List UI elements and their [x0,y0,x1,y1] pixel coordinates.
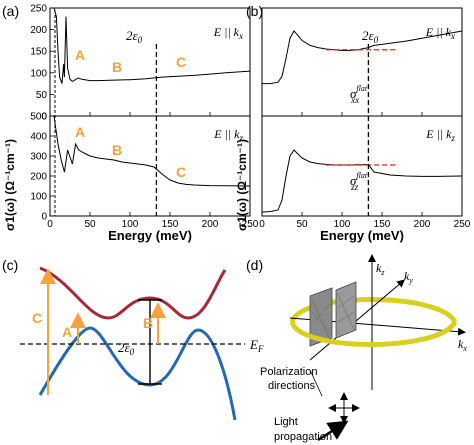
y-tick-label: 200 [30,25,47,36]
panel-a-xlabel: Energy (meV) [108,228,192,243]
sheet-hatching [311,293,355,341]
panel-b-ylabel: σ1(ω) (Ω⁻¹cm⁻¹) [235,139,249,231]
panel-b-bottom-frame [261,115,463,217]
panel-b-bottom-series [261,149,463,213]
axis-kx-label: kx [458,337,467,353]
panel-b-bottom-field: E || kz [425,127,455,143]
panel-c-label-B: B [143,315,153,331]
x-tick-label: 0 [259,219,265,230]
y-tick-label: 400 [30,132,47,143]
y-tick-label: 500 [30,112,47,123]
panel-b-top-series [262,30,463,85]
panel-a: (a) σ1(ω) (Ω⁻¹cm⁻¹) 0 50 100 150 200 250 0 50 1… [2,3,259,243]
axis-kz-label: kz [376,261,385,277]
panel-b-label: (b) [246,3,263,19]
y-tick-label: 50 [36,90,48,101]
x-tick-label: 150 [162,219,179,230]
panel-b: (b) σ1(ω) (Ω⁻¹cm⁻¹) 0 50 100 150 200 250 2ε0 … [235,3,471,243]
sample-sheet-2 [335,281,357,339]
x-tick-label: 50 [84,219,96,230]
x-tick-label: 250 [454,219,471,230]
y-tick-label: 300 [30,152,47,163]
panel-a-ylabel: σ1(ω) (Ω⁻¹cm⁻¹) [3,139,17,231]
x-tick-label: 150 [374,219,391,230]
polarization-leader [309,369,323,397]
x-tick-label: 0 [47,219,53,230]
y-tick-label: 150 [30,47,47,58]
panel-a-top-label-A: A [75,47,85,63]
panel-b-top-ticks [261,112,463,116]
x-tick-label: 250 [242,219,259,230]
y-tick-label: 250 [30,4,47,15]
gap-label: 2ε0 [118,340,135,357]
panel-a-label: (a) [2,3,19,19]
panel-c-label-A: A [62,324,72,340]
y-tick-label: 100 [30,68,47,79]
light-arrow [317,420,349,442]
x-tick-label: 200 [414,219,431,230]
x-tick-label: 100 [122,219,139,230]
conduction-band [39,266,227,320]
panel-b-bottom-ticks: 0 50 100 150 200 250 [259,212,471,230]
nodal-ring-back [289,297,458,324]
panel-a-top-field: E || kx [213,25,243,41]
panel-b-top-field: E || kx [425,25,455,41]
axis-ky-label: ky [404,269,413,285]
panel-a-eps-label: 2ε0 [126,28,143,45]
panel-a-bottom-label-C: C [176,164,186,180]
panel-c-label: (c) [2,257,18,273]
x-tick-label: 200 [202,219,219,230]
x-tick-label: 50 [296,219,308,230]
panel-a-top-series [53,7,251,84]
polarization-text-1: Polarization [260,366,317,378]
panel-d: (d) kz ky kx Polarization directions [246,254,467,443]
panel-a-bottom-label-B: B [112,142,122,158]
panel-c: (c) EF 2ε0 C A B [2,257,264,421]
panel-a-top-label-C: C [176,54,186,70]
light-text-2: propagation [274,431,332,443]
y-tick-label: 0 [41,112,47,123]
sample-sheet-1 [309,287,333,347]
panel-a-bottom-field: E || kz [213,127,243,143]
panel-a-bottom-series [53,115,251,187]
panel-d-label: (d) [246,257,263,273]
y-tick-label: 0 [41,212,47,223]
panel-b-sigma-zz: σflat zz [350,171,368,192]
panel-a-bottom-label-A: A [75,124,85,140]
panel-a-top-label-B: B [112,59,122,75]
panel-a-top-ticks: 0 50 100 150 200 250 [30,4,251,123]
panel-b-xlabel: Energy (meV) [320,228,404,243]
light-text-1: Light [274,416,298,428]
panel-a-bottom-frame [49,115,251,217]
x-tick-label: 100 [334,219,351,230]
panel-b-eps-label: 2ε0 [362,28,379,45]
y-tick-label: 100 [30,192,47,203]
panel-a-bottom-ticks: 0 50 100 150 200 250 0 100 200 300 400 500 [30,112,258,231]
nodal-ring-front [289,320,458,347]
panel-c-label-C: C [32,310,42,326]
y-tick-label: 200 [30,172,47,183]
valence-band [38,326,237,421]
panel-b-sigma-xx: σflat xx [350,84,368,105]
fermi-label: EF [249,337,264,354]
polarization-text-2: directions [268,380,316,392]
